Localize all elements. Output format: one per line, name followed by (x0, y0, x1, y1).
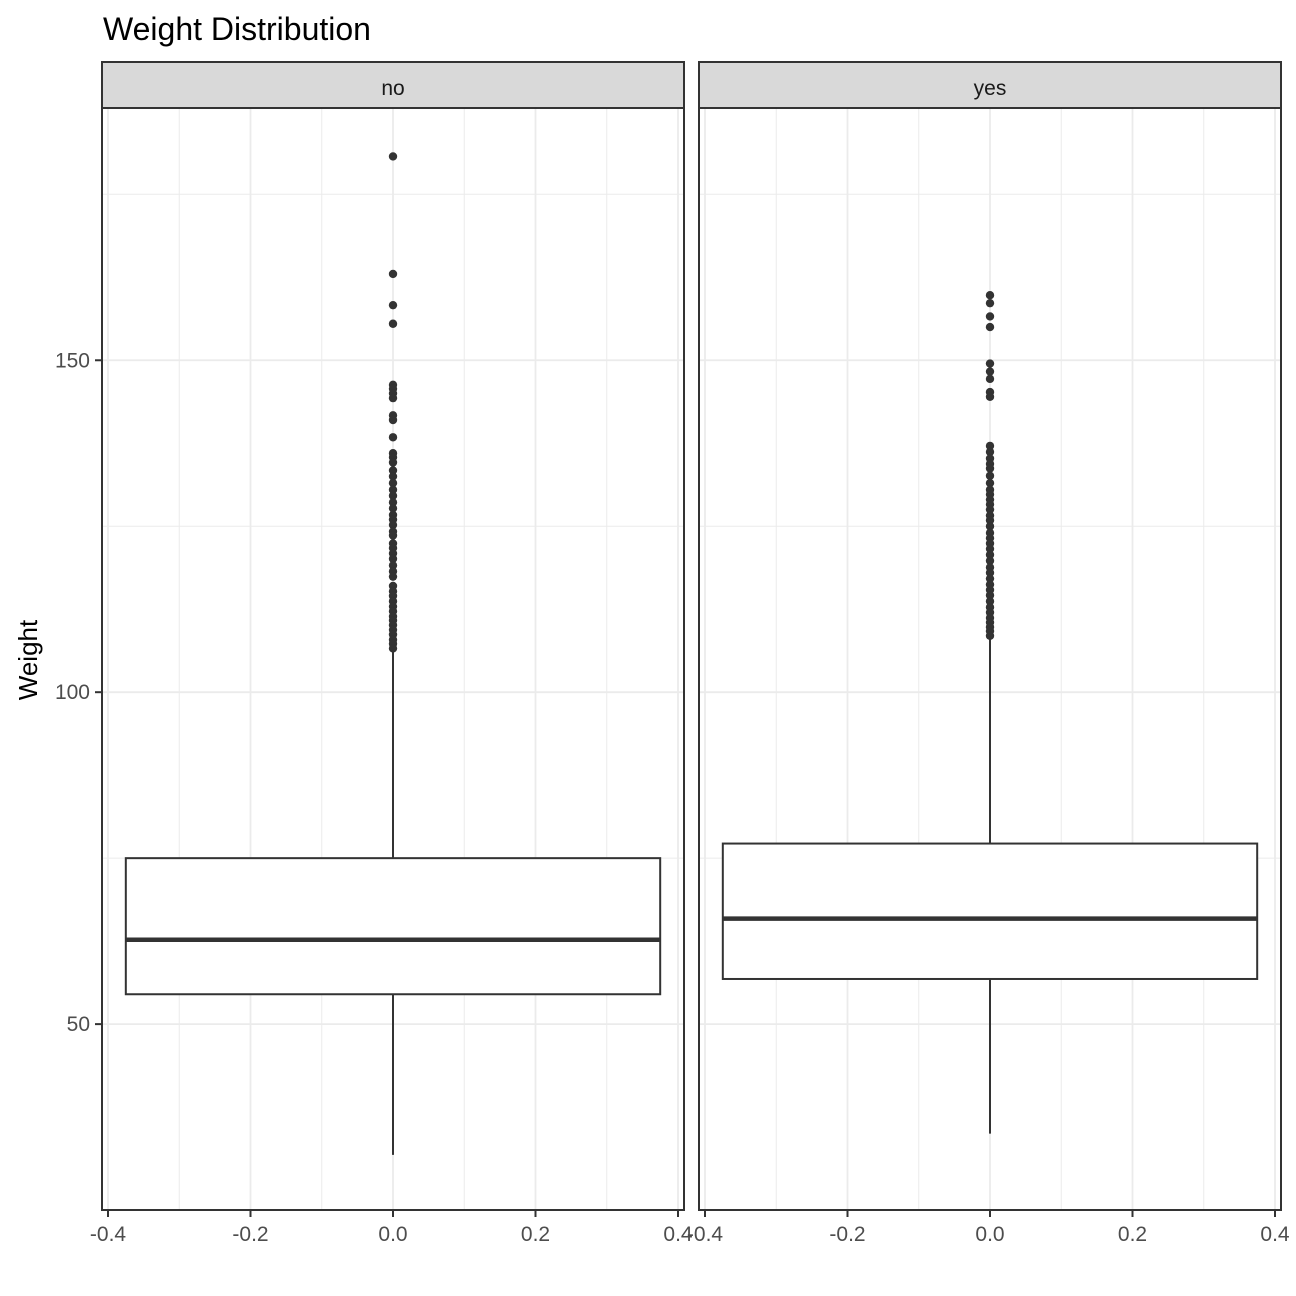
outlier-point (388, 491, 398, 500)
x-tick-label: -0.2 (829, 1223, 865, 1246)
outlier-point (985, 447, 995, 457)
facet-panels: no -0.4 -0.2 0.0 0.2 0.4 50 100 150 yes -0.4 -0.2 0.… (55, 61, 1290, 1246)
outlier-point (388, 458, 398, 467)
outlier-point (985, 464, 995, 473)
outlier-point (985, 478, 995, 488)
outlier-point (388, 572, 398, 581)
outlier-point (985, 298, 995, 308)
outlier-point (388, 472, 398, 481)
outlier-point (388, 152, 398, 161)
x-tick-label: -0.2 (232, 1223, 268, 1246)
facet-strip-label: yes (974, 77, 1007, 100)
outlier-point (388, 644, 398, 653)
outlier-point (985, 359, 995, 368)
outlier-point (388, 300, 398, 310)
outlier-point (388, 269, 398, 279)
outlier-point (985, 374, 995, 384)
y-tick-label: 150 (55, 349, 90, 372)
facet-panel-yes: yes -0.4 -0.2 0.0 0.2 0.4 (687, 61, 1290, 1246)
outlier-point (985, 291, 995, 300)
outlier-point (985, 574, 995, 583)
outlier-point (388, 504, 398, 513)
facet-panel-no: no -0.4 -0.2 0.0 0.2 0.4 50 100 150 (55, 61, 693, 1246)
outlier-point (985, 522, 995, 531)
outlier-point (388, 319, 398, 328)
outlier-point (388, 466, 398, 475)
outlier-point (388, 554, 398, 563)
outlier-point (985, 322, 995, 332)
outlier-point (985, 556, 995, 565)
outlier-point (985, 441, 995, 451)
outlier-point (388, 433, 398, 442)
y-tick-label: 100 (55, 681, 90, 704)
x-tick-label: 0.4 (1260, 1223, 1290, 1246)
outlier-point (388, 531, 398, 540)
x-tick-label: 0.2 (521, 1223, 550, 1246)
outlier-point (388, 485, 398, 494)
outlier-point (388, 561, 398, 570)
outlier-point (985, 516, 995, 525)
x-tick-label: -0.4 (90, 1223, 127, 1246)
outlier-point (388, 415, 398, 425)
outlier-point (985, 471, 995, 480)
x-tick-label: 0.2 (1118, 1223, 1147, 1246)
outlier-point (985, 544, 995, 553)
outlier-point (388, 393, 398, 403)
outlier-point (985, 631, 995, 640)
chart-title: Weight Distribution (103, 11, 371, 47)
outlier-point (985, 392, 995, 401)
outlier-point (985, 597, 995, 606)
x-tick-label: -0.4 (687, 1223, 724, 1246)
y-tick-label: 50 (67, 1013, 90, 1036)
outlier-point (985, 568, 995, 577)
x-tick-label: 0.4 (663, 1223, 693, 1246)
x-tick-label: 0.0 (378, 1223, 407, 1246)
outlier-point (985, 367, 995, 376)
outlier-point (985, 312, 995, 321)
facet-strip-label: no (381, 77, 404, 100)
box-iqr (721, 842, 1259, 980)
facet-strip (698, 61, 1282, 109)
outlier-point (985, 591, 995, 600)
outlier-point (388, 478, 398, 488)
x-tick-label: 0.0 (975, 1223, 1004, 1246)
y-axis-title: Weight (13, 619, 43, 700)
box-iqr (124, 857, 662, 996)
outlier-point (985, 550, 995, 559)
outlier-point (388, 498, 398, 507)
outlier-point (985, 505, 995, 514)
facet-strip (101, 61, 685, 109)
outlier-point (388, 520, 398, 530)
